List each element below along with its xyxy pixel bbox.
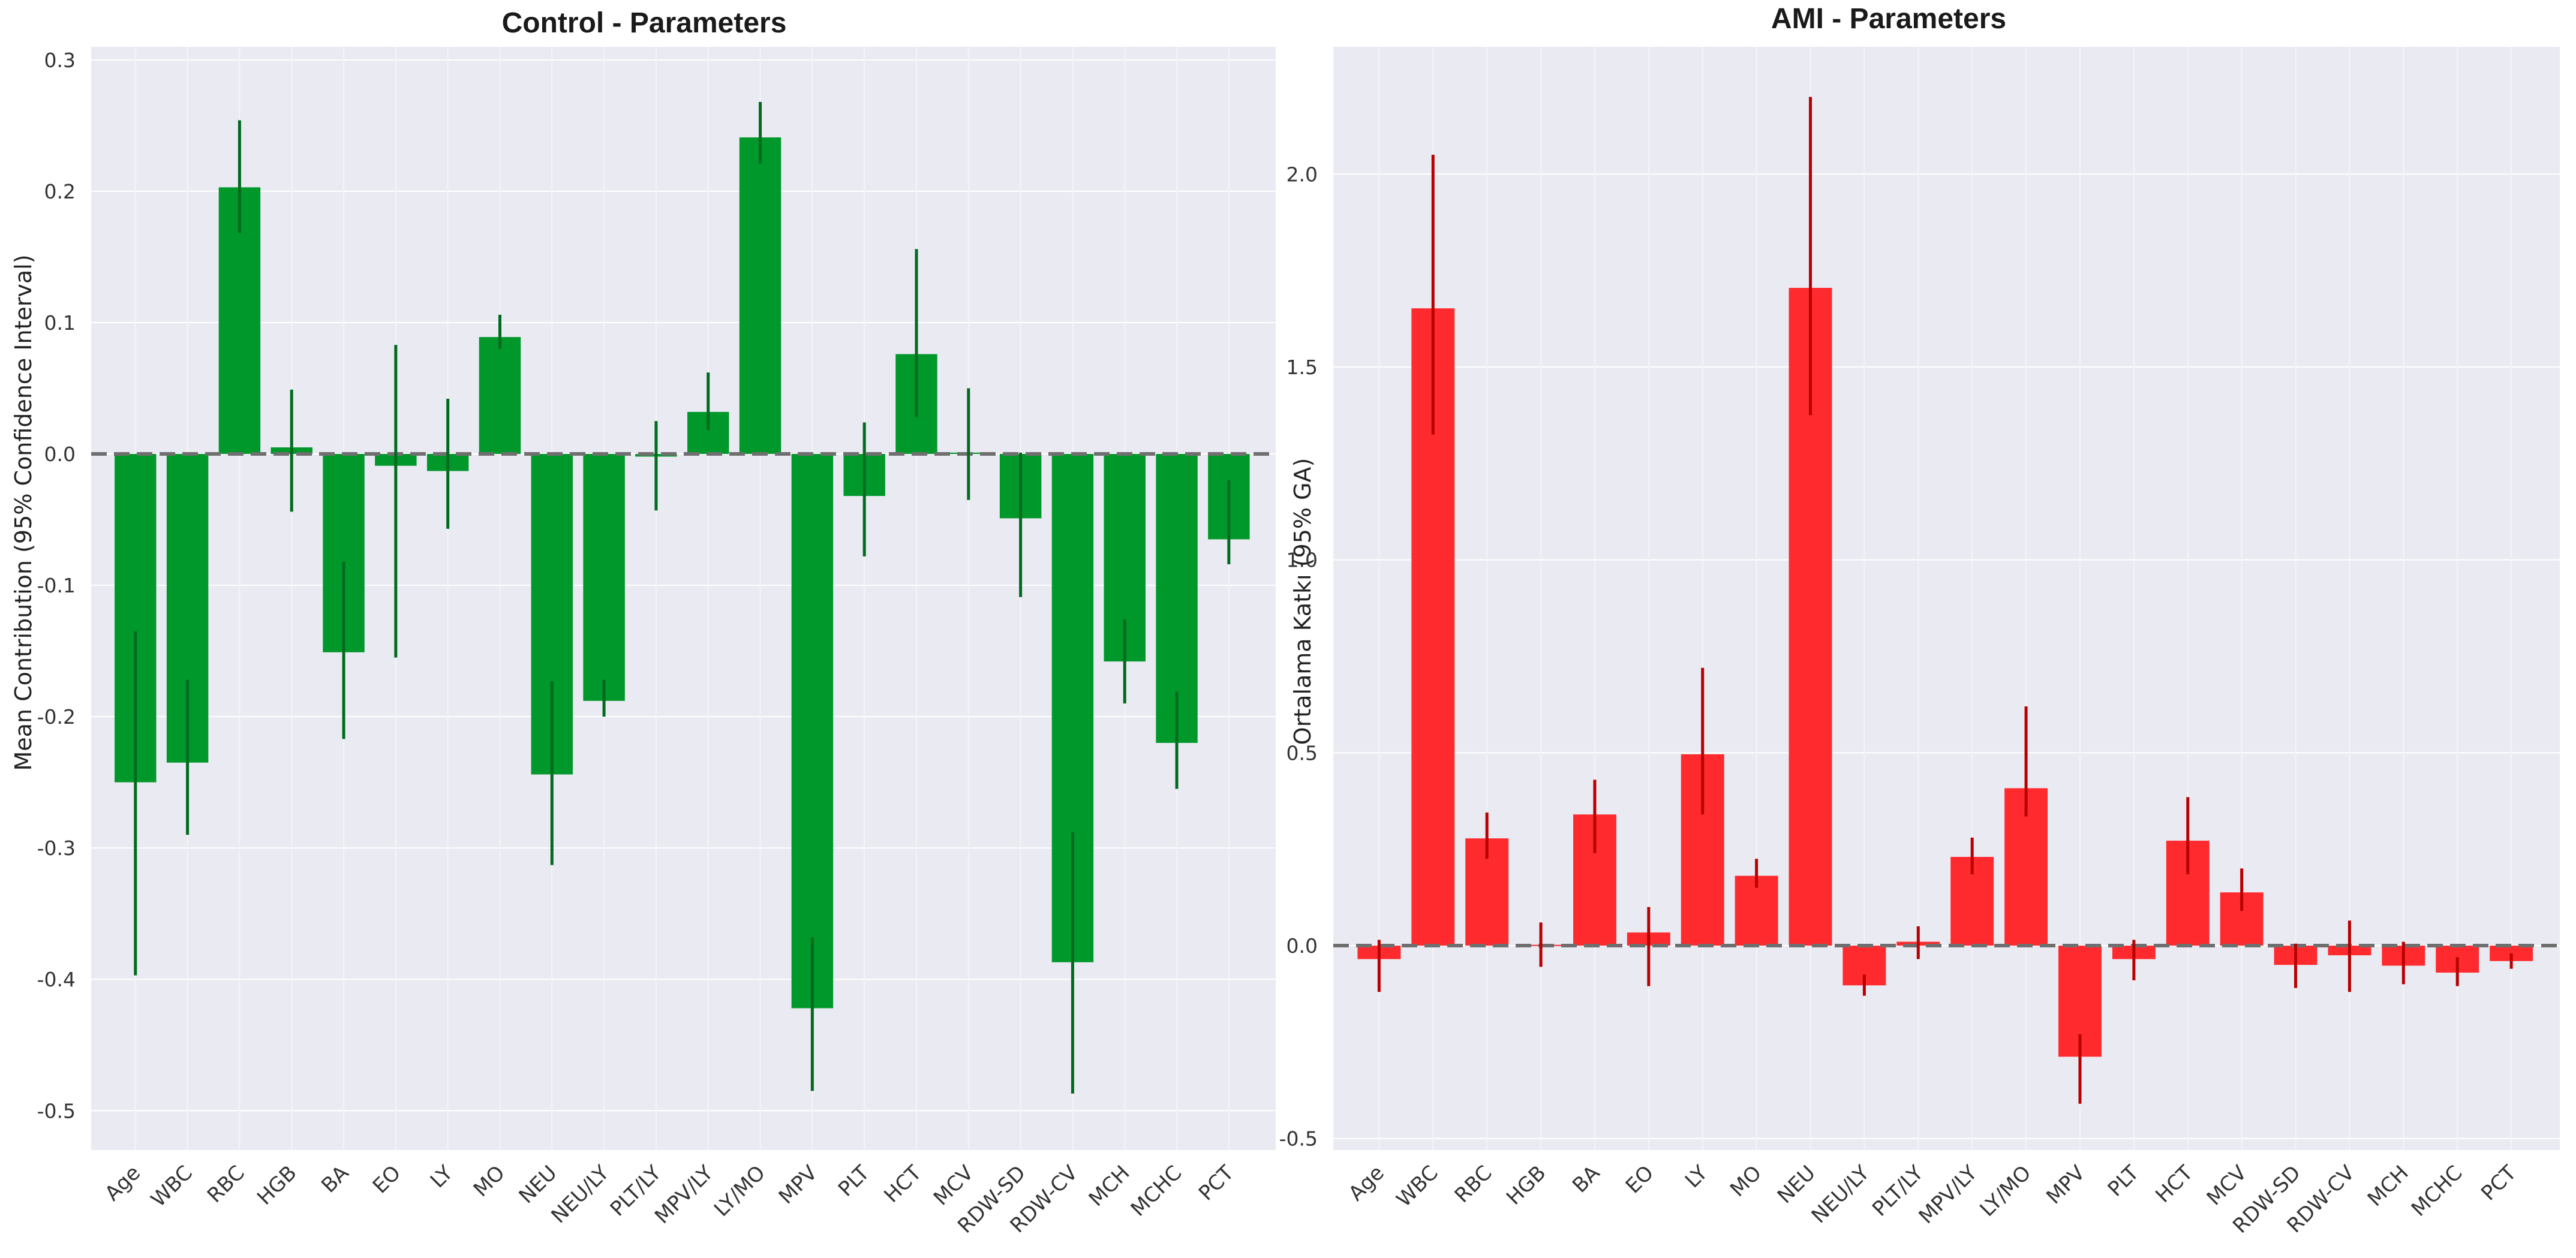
control-y-tick-label: -0.4	[37, 968, 76, 991]
ami-y-tick-label: 1.5	[1287, 356, 1318, 379]
ami-x-tick-label: RBC	[1450, 1161, 1497, 1208]
control-x-tick-label: HGB	[253, 1161, 301, 1209]
control-x-tick-label: MPV/LY	[650, 1161, 718, 1229]
control-x-tick-label: MCHC	[1126, 1161, 1187, 1221]
control-y-tick-label: -0.3	[37, 836, 76, 860]
control-x-tick-label: PCT	[1194, 1161, 1239, 1205]
control-x-tick-label: Age	[100, 1161, 145, 1206]
ami-x-tick-label: PLT	[2103, 1161, 2144, 1202]
control-x-tick-label: NEU/LY	[546, 1161, 614, 1228]
ami-x-tick-label: MCHC	[2407, 1161, 2467, 1221]
control-y-axis-label: Mean Contribution (95% Confidence Interv…	[10, 254, 37, 771]
control-x-tick-label: NEU	[515, 1161, 562, 1208]
ami-plot-background	[1333, 47, 2560, 1150]
control-y-tick-label: -0.1	[37, 574, 76, 597]
ami-x-tick-label: HCT	[2151, 1161, 2198, 1208]
ami-x-tick-label: WBC	[1392, 1161, 1443, 1212]
control-x-tick-label: LY	[426, 1161, 458, 1193]
ami-x-tick-label: LY	[1681, 1161, 1712, 1193]
control-x-tick-label: HCT	[880, 1161, 927, 1208]
control-bar-mpv	[791, 454, 834, 1009]
control-panel: Control - Parameters Mean Contribution (…	[10, 7, 1276, 1238]
control-x-tick-label: WBC	[146, 1161, 197, 1212]
ami-y-tick-label: 0.0	[1287, 934, 1318, 958]
ami-x-tick-label: MPV/LY	[1914, 1161, 1982, 1229]
ami-x-tick-label: NEU	[1773, 1161, 1820, 1208]
control-bar-neu-ly	[583, 454, 625, 701]
control-bar-mo	[479, 337, 521, 455]
control-y-tick-label: 0.2	[44, 180, 76, 203]
ami-y-tick-label: 2.0	[1287, 162, 1318, 186]
ami-x-tick-label: Age	[1344, 1161, 1389, 1206]
ami-x-tick-label: MCV	[2202, 1161, 2252, 1210]
control-x-tick-label: LY/MO	[710, 1161, 770, 1221]
ami-x-tick-label: MO	[1726, 1161, 1766, 1202]
control-y-tick-label: 0.3	[44, 49, 76, 72]
control-x-tick-label: MO	[469, 1161, 510, 1202]
ami-x-tick-label: BA	[1568, 1161, 1604, 1197]
control-y-tick-label: 0.0	[44, 443, 76, 466]
ami-x-tick-label: MPV	[2042, 1161, 2090, 1209]
control-x-tick-label: BA	[317, 1161, 353, 1197]
ami-y-tick-label: -0.5	[1279, 1127, 1318, 1151]
control-y-tick-label: -0.2	[37, 705, 76, 729]
ami-y-tick-label: 0.5	[1287, 741, 1318, 765]
ami-x-tick-label: NEU/LY	[1807, 1161, 1874, 1228]
ami-x-tick-label: LY/MO	[1976, 1161, 2036, 1221]
ami-x-tick-label: PCT	[2476, 1161, 2521, 1205]
control-plot-background	[91, 47, 1276, 1150]
control-chart-title: Control - Parameters	[502, 7, 787, 39]
control-y-tick-label: -0.5	[37, 1099, 76, 1122]
control-x-tick-label: EO	[368, 1161, 405, 1198]
control-bar-ly-mo	[739, 137, 781, 455]
ami-y-tick-label: 1.0	[1287, 549, 1318, 572]
control-x-tick-label: RBC	[203, 1161, 250, 1208]
ami-chart-title: AMI - Parameters	[1771, 3, 2006, 35]
ami-x-tick-label: HGB	[1502, 1161, 1550, 1209]
ami-x-tick-label: MCH	[2363, 1161, 2413, 1211]
control-y-tick-label: 0.1	[44, 311, 76, 335]
control-x-tick-label: PLT	[834, 1161, 874, 1202]
ami-x-tick-label: EO	[1621, 1161, 1658, 1198]
control-x-tick-label: MPV	[774, 1161, 822, 1209]
ami-y-axis-label: Ortalama Katkı (95% GA)	[1289, 458, 1316, 745]
ami-panel: AMI - Parameters Ortalama Katkı (95% GA)…	[1279, 3, 2560, 1238]
